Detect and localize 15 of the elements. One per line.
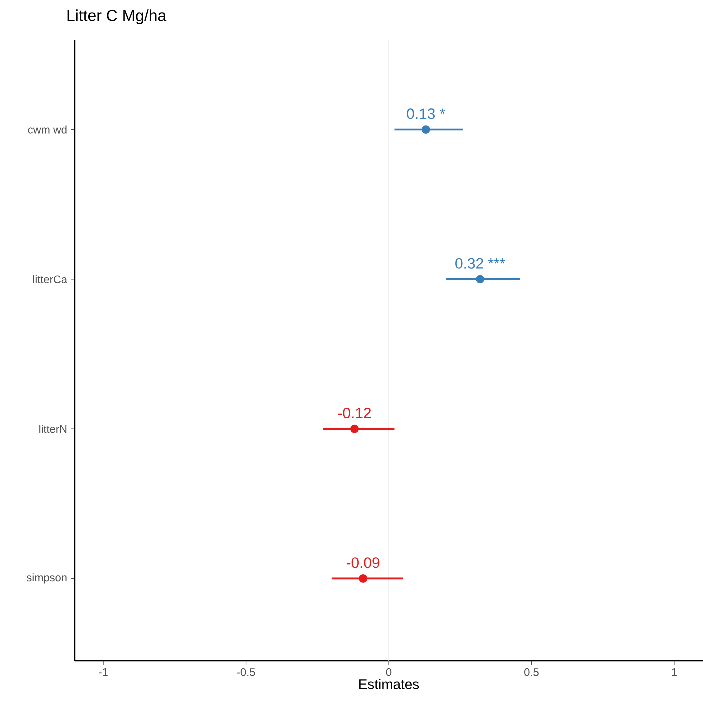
x-axis-title: Estimates (360, 679, 420, 690)
x-tick-label: -0.5 (237, 668, 256, 676)
y-tick-label: simpson (26, 574, 67, 584)
x-tick-label: 0.5 (524, 668, 539, 676)
data-label: 0.13 * (407, 108, 446, 120)
y-tick-label: litterCa (34, 275, 68, 284)
y-tick-label: cwm wd (28, 126, 67, 134)
chart-title: Litter C Mg/ha (68, 10, 167, 25)
x-tick-label: -1 (99, 668, 108, 676)
y-tick-label: litterN (40, 425, 67, 434)
data-label: -0.12 (338, 408, 372, 419)
data-label: 0.32 *** (456, 258, 506, 269)
x-tick-label: 0 (386, 668, 392, 676)
data-label: -0.09 (346, 558, 380, 568)
x-tick-label: 1 (672, 668, 677, 676)
